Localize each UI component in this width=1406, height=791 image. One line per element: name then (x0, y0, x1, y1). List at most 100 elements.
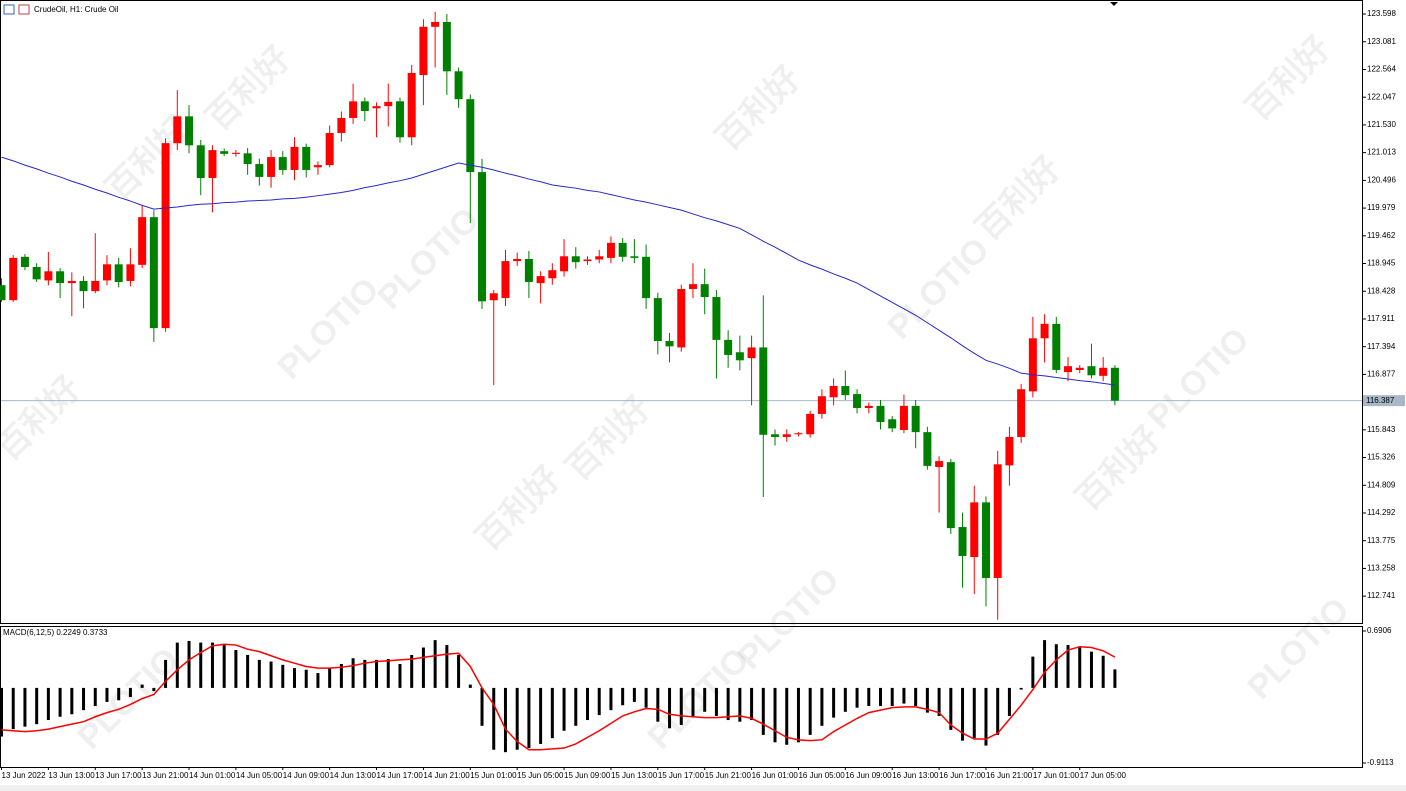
macd-bar (234, 650, 238, 688)
candle-body (1005, 436, 1014, 466)
candle-body (1028, 338, 1037, 392)
candle-body (466, 99, 475, 173)
macd-bar (1019, 687, 1023, 690)
macd-bar (562, 687, 566, 731)
candle-body (618, 242, 627, 257)
candle-body (1075, 367, 1084, 370)
candle-body (841, 386, 850, 396)
macd-bar (785, 687, 789, 745)
symbol-icon[interactable] (18, 4, 30, 15)
price-pane-frame (0, 0, 1363, 624)
x-tick-label: 16 Jun 05:00 (798, 771, 845, 780)
macd-bar (492, 687, 496, 750)
y-tick-label: 112.741 (1367, 591, 1396, 600)
macd-bar (1054, 644, 1058, 688)
candle-body (9, 257, 18, 301)
candle-body (1052, 323, 1061, 370)
candle-body (161, 143, 170, 329)
chart-icon[interactable] (3, 4, 15, 15)
candle-body (923, 432, 932, 466)
macd-bar (58, 687, 62, 717)
moving-average (1, 156, 1115, 386)
macd-bar (70, 687, 74, 715)
candle-body (981, 502, 990, 578)
shift-marker[interactable] (1110, 2, 1118, 6)
x-tick-label: 16 Jun 21:00 (986, 771, 1033, 780)
macd-bar (1113, 669, 1117, 688)
macd-bar (726, 687, 730, 721)
candle-body (993, 464, 1002, 578)
candle-body (794, 433, 803, 435)
macd-bar (210, 642, 214, 688)
macd-bar (644, 687, 648, 708)
candle-body (958, 527, 967, 556)
macd-bar (23, 687, 27, 727)
macd-bar (843, 687, 847, 712)
macd-bar (375, 659, 379, 688)
y-tick-label: 115.326 (1367, 453, 1396, 462)
candle-body (67, 280, 76, 284)
macd-bar (597, 687, 601, 716)
x-tick-label: 15 Jun 17:00 (658, 771, 705, 780)
macd-bar (363, 659, 367, 688)
candle-body (1099, 367, 1108, 376)
candle-body (267, 157, 276, 177)
x-tick-label: 14 Jun 05:00 (236, 771, 283, 780)
y-tick-label: 118.428 (1367, 286, 1396, 295)
macd-bar (1043, 640, 1047, 688)
candle-body (524, 258, 533, 283)
candle-body (712, 297, 721, 340)
candle-body (501, 261, 510, 299)
y-tick-label: 122.047 (1367, 92, 1396, 101)
macd-bar (351, 658, 355, 688)
candle-body (243, 153, 252, 165)
macd-bar (269, 661, 273, 688)
scroll-strip (0, 785, 1406, 791)
candle-body (126, 264, 135, 281)
macd-bar (82, 687, 86, 711)
macd-bar (93, 687, 97, 707)
candle-body (665, 340, 674, 347)
candle-body (114, 264, 123, 283)
macd-bar (586, 687, 589, 721)
macd-bar (937, 687, 941, 716)
x-tick-label: 15 Jun 21:00 (705, 771, 752, 780)
macd-bar (199, 642, 203, 688)
signal-line (1, 643, 1116, 751)
macd-bar (703, 687, 707, 712)
macd-bar (855, 687, 859, 708)
candle-body (1017, 389, 1026, 437)
candle-body (700, 284, 709, 298)
candle-body (759, 347, 768, 435)
macd-bar (140, 684, 144, 688)
candle-body (864, 405, 873, 409)
x-tick-label: 16 Jun 01:00 (752, 771, 799, 780)
x-tick-label: 16 Jun 09:00 (845, 771, 892, 780)
x-tick-label: 14 Jun 17:00 (377, 771, 424, 780)
last-price-label: 116.387 (1366, 396, 1395, 405)
macd-bar (304, 669, 308, 688)
candle-body (888, 419, 897, 429)
candle-body (853, 394, 862, 409)
macd-bar (879, 687, 882, 707)
macd-bar (105, 687, 109, 702)
y-tick-label: 118.945 (1367, 259, 1396, 268)
candle-body (419, 26, 428, 76)
macd-title: MACD(6,12,5) 0.2249 0.3733 (3, 628, 108, 637)
candle-body (829, 386, 838, 398)
candle-body (442, 21, 451, 72)
macd-bar (445, 645, 449, 688)
candle-body (1110, 367, 1119, 401)
candle-body (489, 293, 498, 301)
candle-body (595, 256, 604, 260)
x-tick-label: 15 Jun 13:00 (611, 771, 658, 780)
macd-bar (996, 687, 1000, 735)
y-tick-label: 123.598 (1367, 9, 1396, 18)
macd-bar (457, 654, 461, 688)
macd-bar (867, 687, 871, 707)
macd-bar (679, 687, 683, 725)
macd-bar (574, 687, 578, 726)
y-tick-label: 123.081 (1367, 37, 1396, 46)
